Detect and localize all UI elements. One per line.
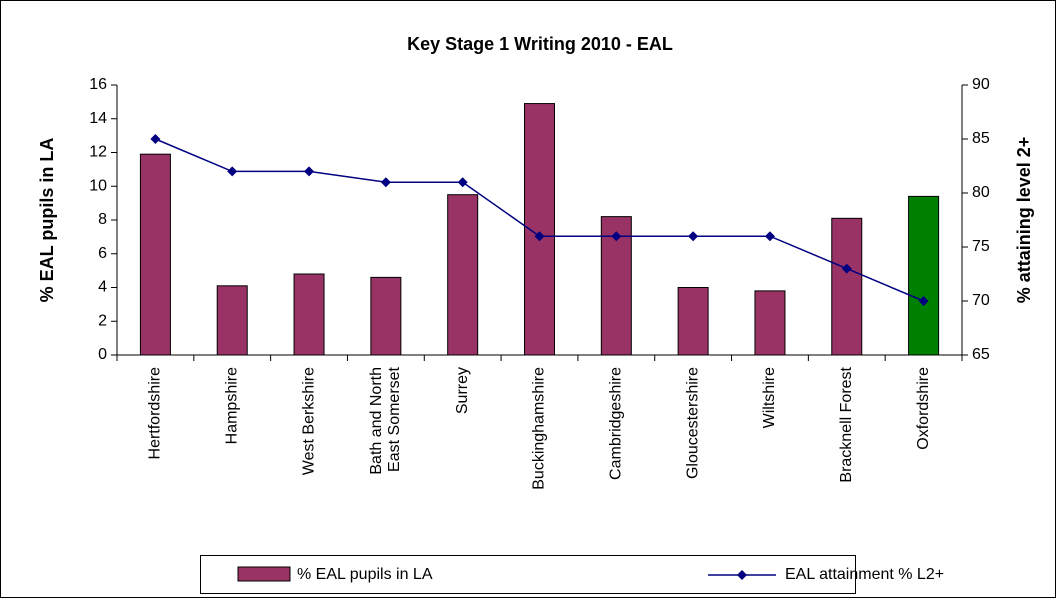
line-marker xyxy=(457,177,468,188)
x-tick-label: Bath and NorthEast Somerset xyxy=(368,366,403,474)
y-tick-label: 10 xyxy=(89,177,107,194)
bar xyxy=(447,194,479,356)
line-marker xyxy=(150,134,161,144)
x-tick-label: Surrey xyxy=(454,367,471,414)
bar xyxy=(754,290,786,356)
y-tick-label: 2 xyxy=(98,312,107,329)
line-marker xyxy=(611,231,622,242)
y2-tick-label: 75 xyxy=(972,238,990,255)
bar xyxy=(139,153,171,356)
bar xyxy=(293,273,325,356)
y2-tick-label: 80 xyxy=(972,184,990,201)
bar xyxy=(831,217,863,356)
line-marker xyxy=(380,177,391,188)
y-tick-label: 4 xyxy=(98,279,107,296)
x-tick-label: Bracknell Forest xyxy=(838,366,855,482)
bar xyxy=(908,195,940,356)
y-tick-label: 0 xyxy=(98,346,107,363)
line-marker xyxy=(534,231,545,242)
line-marker xyxy=(841,263,852,274)
y2-tick-label: 70 xyxy=(972,292,990,309)
x-tick-label: Cambridgeshire xyxy=(608,367,625,480)
legend-swatch xyxy=(237,566,291,582)
y-tick-label: 12 xyxy=(89,144,107,161)
x-tick-label: Wiltshire xyxy=(761,367,778,428)
y-tick-label: 6 xyxy=(98,245,107,262)
y-tick-label: 16 xyxy=(89,76,107,93)
x-tick-label: Hampshire xyxy=(223,367,240,444)
x-tick-label: Oxfordshire xyxy=(915,367,932,450)
x-tick-label: Gloucestershire xyxy=(684,367,701,479)
bar xyxy=(216,285,248,356)
line-marker xyxy=(764,231,775,242)
bar xyxy=(677,287,709,356)
x-tick-label: Buckinghamshire xyxy=(531,367,548,490)
legend-label: % EAL pupils in LA xyxy=(297,566,433,583)
line-marker xyxy=(918,296,929,306)
legend-marker xyxy=(737,570,747,580)
bar xyxy=(370,276,402,356)
legend-label: EAL attainment % L2+ xyxy=(785,566,944,583)
y2-tick-label: 90 xyxy=(972,76,990,93)
y2-tick-label: 85 xyxy=(972,130,990,147)
chart-title: Key Stage 1 Writing 2010 - EAL xyxy=(407,34,673,54)
y2-tick-label: 65 xyxy=(972,346,990,363)
line-marker xyxy=(227,166,238,177)
x-tick-label: Hertfordshire xyxy=(147,367,164,460)
y-tick-label: 8 xyxy=(98,211,107,228)
y2-axis-title: % attaining level 2+ xyxy=(1014,137,1034,304)
line-marker xyxy=(688,231,699,242)
x-tick-label: West Berkshire xyxy=(300,367,317,475)
line-marker xyxy=(304,166,315,177)
y-tick-label: 14 xyxy=(89,110,107,127)
y-axis-title: % EAL pupils in LA xyxy=(37,138,57,303)
